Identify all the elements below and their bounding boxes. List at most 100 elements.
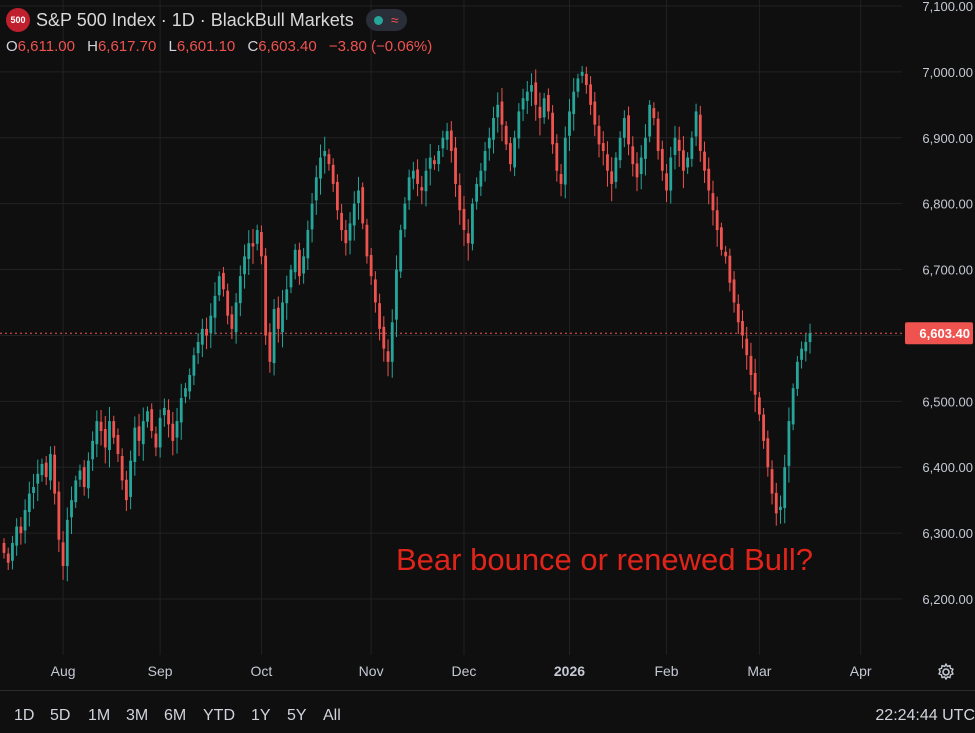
high-value: 6,617.70	[97, 38, 157, 55]
y-tick-label: 6,700.00	[922, 263, 973, 278]
x-tick-label: Oct	[251, 663, 273, 679]
timeframe-5d[interactable]: 5D	[50, 707, 71, 724]
candle-body	[736, 303, 740, 323]
candle-body	[622, 118, 626, 138]
spx-logo-icon: 500	[6, 8, 30, 32]
candle	[420, 175, 424, 205]
candles	[2, 65, 812, 582]
candle-body	[230, 314, 234, 329]
candle	[234, 293, 238, 344]
candle-body	[627, 115, 630, 145]
utc-clock[interactable]: 22:24:44 UTC	[875, 707, 975, 724]
candle	[530, 73, 533, 107]
low-value: 6,601.10	[176, 38, 236, 55]
candle	[213, 282, 217, 335]
candle-body	[779, 506, 782, 511]
timeframe-6m[interactable]: 6M	[164, 707, 187, 724]
candle-body	[618, 137, 622, 161]
candle-body	[416, 169, 419, 184]
y-tick-label: 6,300.00	[922, 526, 973, 541]
candle-body	[555, 143, 559, 171]
candlestick-chart[interactable]: 7,100.00 7,000.00 6,900.00 6,800.00 6,700.00…	[0, 0, 975, 690]
candle-body	[124, 479, 128, 501]
candle	[648, 100, 652, 143]
candle-body	[276, 307, 280, 329]
candle	[572, 78, 576, 131]
timeframe-5y[interactable]: 5Y	[287, 707, 307, 724]
candle-body	[348, 223, 352, 241]
timeframe-1y[interactable]: 1Y	[251, 707, 271, 724]
candle	[44, 456, 48, 486]
close-label: C	[247, 38, 259, 55]
candle	[546, 88, 550, 120]
candle	[141, 407, 145, 461]
candle	[91, 431, 95, 471]
y-tick-label: 6,500.00	[922, 394, 973, 409]
candle	[289, 264, 293, 294]
y-axis: 7,100.00 7,000.00 6,900.00 6,800.00 6,700.00…	[922, 0, 973, 607]
candle	[209, 303, 213, 349]
candle	[411, 161, 415, 190]
candle	[57, 481, 61, 553]
ohlc-legend: O6,611.00 H6,617.70 L6,601.10 C6,603.40 …	[6, 38, 432, 55]
candle	[205, 317, 208, 350]
current-price-label: 6,603.40	[919, 326, 970, 341]
candle	[589, 76, 592, 115]
candle	[19, 517, 23, 545]
candle	[703, 141, 706, 184]
candle-body	[660, 148, 664, 171]
timeframe-ytd[interactable]: YTD	[203, 707, 235, 724]
candle-body	[521, 98, 525, 110]
timeframe-3m[interactable]: 3M	[126, 707, 149, 724]
symbol-title[interactable]: S&P 500 Index · 1D · BlackBull Markets	[36, 9, 354, 30]
candle	[99, 409, 103, 446]
candle	[129, 450, 132, 510]
candle-body	[116, 434, 120, 455]
candle-body	[285, 289, 289, 304]
candle-body	[428, 157, 432, 169]
candle-body	[399, 230, 403, 272]
candle-body	[78, 470, 82, 480]
candle	[61, 531, 65, 580]
candle	[669, 146, 673, 204]
candle-body	[234, 302, 238, 333]
candle-body	[141, 421, 145, 445]
settings-gear-icon[interactable]	[936, 662, 956, 682]
candle-body	[589, 84, 592, 105]
candle	[217, 271, 221, 302]
candle-body	[694, 111, 698, 137]
timeframe-1d[interactable]: 1D	[14, 707, 35, 724]
candle	[293, 243, 297, 280]
timeframe-1m[interactable]: 1M	[88, 707, 111, 724]
candle-body	[437, 150, 441, 165]
timeframe-all[interactable]: All	[323, 707, 341, 724]
candle-body	[319, 157, 322, 179]
candle-body	[87, 460, 90, 489]
candle-body	[517, 111, 521, 139]
candle-body	[707, 168, 711, 191]
candle	[158, 409, 162, 458]
candle	[344, 219, 348, 256]
high-label: H	[87, 38, 98, 55]
candle	[534, 69, 538, 121]
candle-body	[669, 157, 673, 191]
candle	[631, 136, 635, 177]
candle	[694, 103, 698, 146]
chart-annotation: Bear bounce or renewed Bull?	[396, 542, 814, 577]
candle-body	[686, 157, 690, 168]
candle-body	[639, 157, 643, 175]
candle-body	[559, 174, 563, 184]
candle-body	[635, 163, 639, 178]
candle-body	[568, 111, 571, 136]
candle	[686, 152, 690, 174]
candle-body	[593, 101, 597, 125]
candle-body	[433, 160, 436, 165]
candle-body	[369, 255, 373, 277]
candle-body	[395, 269, 398, 320]
candle-body	[112, 421, 116, 438]
candle-body	[513, 137, 517, 168]
candle	[200, 318, 204, 357]
candle	[154, 426, 158, 457]
candle	[407, 169, 411, 210]
status-pill[interactable]: ≈	[365, 9, 407, 31]
